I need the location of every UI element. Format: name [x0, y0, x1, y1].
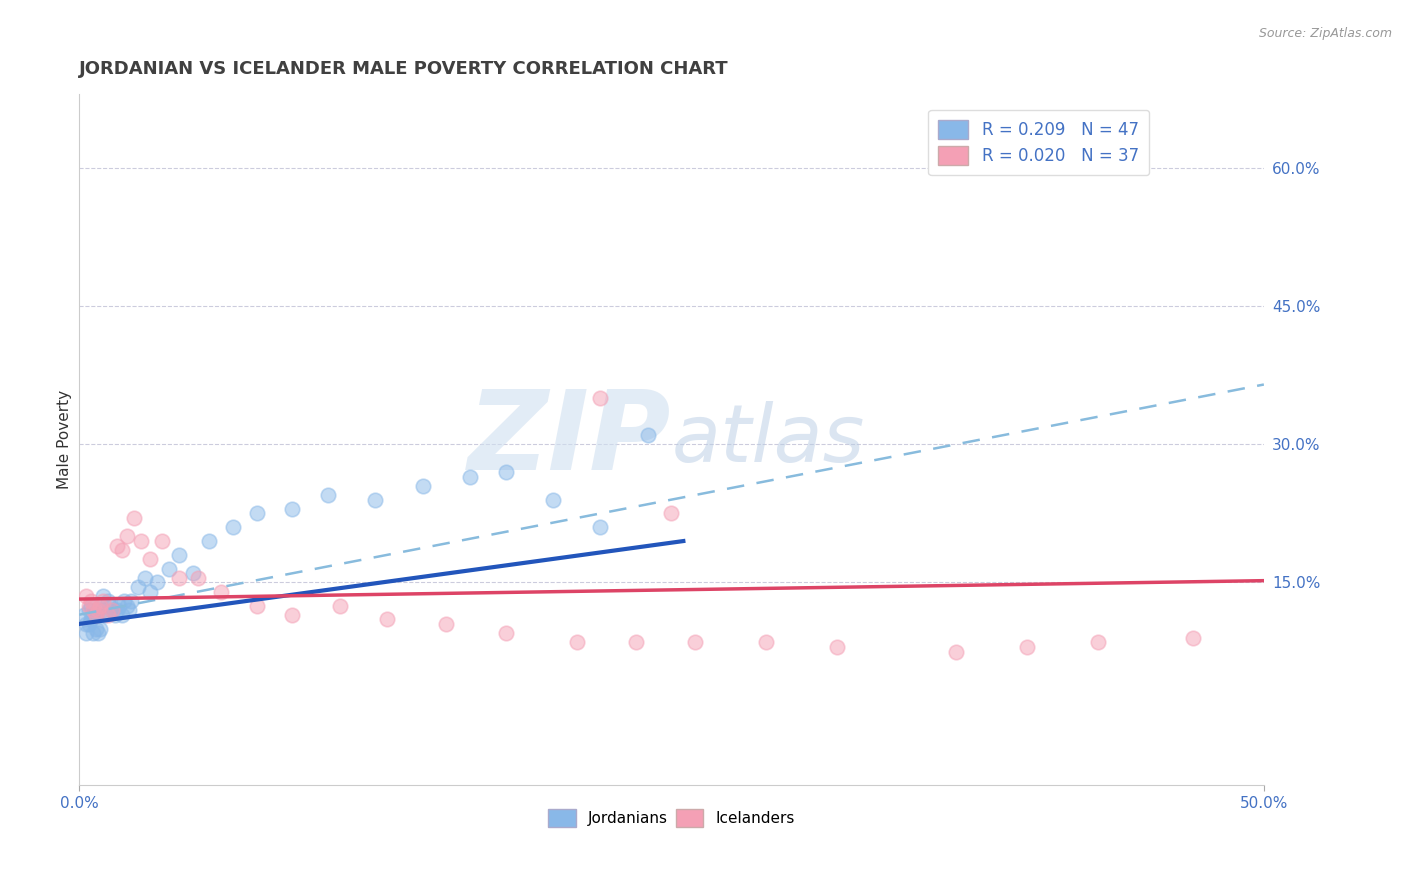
Point	[495, 626, 517, 640]
Point	[89, 599, 111, 613]
Point	[82, 603, 104, 617]
Point	[98, 599, 121, 613]
Text: atlas: atlas	[672, 401, 865, 479]
Point	[111, 607, 134, 622]
Point	[364, 492, 387, 507]
Text: Source: ZipAtlas.com: Source: ZipAtlas.com	[1258, 27, 1392, 40]
Point	[84, 607, 107, 622]
Point	[91, 594, 114, 608]
Point	[827, 640, 849, 654]
Point	[91, 603, 114, 617]
Point	[77, 599, 100, 613]
Point	[134, 571, 156, 585]
Point	[105, 603, 128, 617]
Point	[82, 626, 104, 640]
Point	[112, 594, 135, 608]
Point	[1015, 640, 1038, 654]
Point	[589, 520, 612, 534]
Point	[87, 603, 110, 617]
Point	[198, 534, 221, 549]
Point	[108, 599, 131, 613]
Point	[434, 616, 457, 631]
Point	[104, 607, 127, 622]
Point	[87, 603, 110, 617]
Point	[84, 607, 107, 622]
Point	[222, 520, 245, 534]
Point	[1087, 635, 1109, 649]
Point	[96, 607, 118, 622]
Y-axis label: Male Poverty: Male Poverty	[58, 390, 72, 490]
Point	[101, 603, 124, 617]
Point	[281, 501, 304, 516]
Point	[89, 622, 111, 636]
Legend: Jordanians, Icelanders: Jordanians, Icelanders	[543, 803, 801, 833]
Point	[945, 644, 967, 658]
Point	[105, 539, 128, 553]
Point	[146, 575, 169, 590]
Point	[84, 622, 107, 636]
Point	[127, 580, 149, 594]
Point	[167, 571, 190, 585]
Point	[412, 479, 434, 493]
Point	[101, 603, 124, 617]
Point	[80, 612, 103, 626]
Text: ZIP: ZIP	[468, 386, 672, 493]
Point	[458, 469, 481, 483]
Point	[77, 616, 100, 631]
Point	[77, 603, 100, 617]
Point	[111, 543, 134, 558]
Point	[1181, 631, 1204, 645]
Point	[150, 534, 173, 549]
Point	[375, 612, 398, 626]
Point	[75, 616, 97, 631]
Point	[118, 603, 141, 617]
Point	[96, 594, 118, 608]
Point	[80, 594, 103, 608]
Point	[122, 511, 145, 525]
Point	[565, 635, 588, 649]
Text: JORDANIAN VS ICELANDER MALE POVERTY CORRELATION CHART: JORDANIAN VS ICELANDER MALE POVERTY CORR…	[79, 60, 728, 78]
Point	[329, 599, 352, 613]
Point	[139, 552, 162, 566]
Point	[94, 607, 117, 622]
Point	[120, 594, 142, 608]
Point	[187, 571, 209, 585]
Point	[80, 599, 103, 613]
Point	[246, 507, 269, 521]
Point	[281, 607, 304, 622]
Point	[181, 566, 204, 581]
Point	[637, 428, 659, 442]
Point	[115, 599, 138, 613]
Point	[167, 548, 190, 562]
Point	[91, 590, 114, 604]
Point	[661, 507, 683, 521]
Point	[209, 584, 232, 599]
Point	[87, 626, 110, 640]
Point	[755, 635, 778, 649]
Point	[316, 488, 339, 502]
Point	[624, 635, 647, 649]
Point	[73, 607, 96, 622]
Point	[115, 529, 138, 543]
Point	[75, 626, 97, 640]
Point	[246, 599, 269, 613]
Point	[589, 392, 612, 406]
Point	[157, 562, 180, 576]
Point	[129, 534, 152, 549]
Point	[75, 590, 97, 604]
Point	[495, 465, 517, 479]
Point	[82, 607, 104, 622]
Point	[139, 584, 162, 599]
Point	[683, 635, 706, 649]
Point	[541, 492, 564, 507]
